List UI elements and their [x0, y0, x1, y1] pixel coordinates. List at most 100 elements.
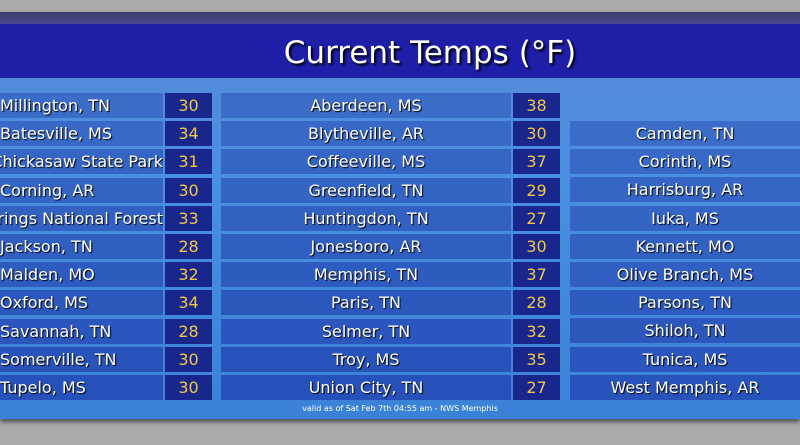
station-name: Paris, TN: [221, 290, 511, 316]
station-name-text: Camden, TN: [635, 124, 735, 143]
station-temp: 34: [165, 121, 212, 147]
station-name: Memphis, TN: [221, 262, 511, 288]
station-name: Tunica, MS: [570, 346, 800, 372]
station-name: Union City, TN: [221, 375, 511, 400]
station-temp: 27: [513, 205, 560, 231]
station-row: Somerville, TN 30: [0, 346, 212, 372]
station-name-text: Corning, AR: [0, 180, 95, 200]
station-row: Greenfield, TN 29: [221, 177, 560, 203]
station-name-text: Greenfield, TN: [308, 180, 424, 200]
station-name-text: Paris, TN: [330, 293, 401, 313]
station-row: Paris, TN 28: [221, 290, 560, 316]
station-name: Olive Branch, MS: [570, 262, 800, 287]
station-name: Huntingdon, TN: [221, 205, 511, 231]
station-name-text: Iuka, MS: [651, 208, 719, 228]
station-row: Kennett, MO: [570, 233, 800, 259]
station-name-text: Tupelo, MS: [0, 378, 86, 397]
station-name: Camden, TN: [570, 121, 800, 146]
station-row: Savannah, TN 28: [0, 318, 212, 344]
station-name: Aberdeen, MS: [221, 93, 511, 118]
station-temp: 35: [513, 346, 560, 372]
station-row: Harrisburg, AR: [570, 177, 800, 203]
station-name-text: Batesville, MS: [0, 124, 113, 144]
station-name-text: Chickasaw State Park: [0, 152, 163, 172]
page-title: Current Temps (°F): [0, 24, 800, 78]
station-row: Camden, TN: [570, 121, 800, 146]
station-name-text: Oxford, MS: [0, 293, 89, 313]
station-name-text: Troy, MS: [332, 349, 400, 369]
station-row: Blytheville, AR 30: [221, 121, 560, 147]
station-name: Troy, MS: [221, 346, 511, 372]
station-name: Jackson, TN: [0, 234, 163, 259]
station-row: Jonesboro, AR 30: [221, 234, 560, 259]
station-row: Huntingdon, TN 27: [221, 205, 560, 231]
valid-time-footer: valid as of Sat Feb 7th 04:55 am - NWS M…: [302, 404, 498, 413]
station-name-text: Union City, TN: [308, 378, 424, 397]
station-name-text: Blytheville, AR: [307, 124, 425, 144]
station-name: Iuka, MS: [570, 205, 800, 231]
station-name-text: Olive Branch, MS: [616, 265, 754, 284]
station-row: Parsons, TN: [570, 290, 800, 316]
station-name: Blytheville, AR: [221, 121, 511, 147]
station-name: Corinth, MS: [570, 149, 800, 175]
station-name-text: Holly Springs National Forest: [0, 208, 163, 228]
station-row: Corinth, MS: [570, 149, 800, 175]
station-name: Shiloh, TN: [570, 318, 800, 344]
station-row: Oxford, MS 34: [0, 290, 212, 316]
station-name: Somerville, TN: [0, 346, 163, 372]
top-bar: [0, 12, 800, 24]
station-name: Parsons, TN: [570, 290, 800, 316]
station-name-text: Aberdeen, MS: [310, 96, 422, 115]
station-name: Selmer, TN: [221, 318, 511, 344]
station-name-text: Jonesboro, AR: [310, 237, 422, 256]
station-temp: 30: [165, 177, 212, 203]
station-name-text: Somerville, TN: [0, 349, 117, 369]
station-name: Chickasaw State Park: [0, 149, 163, 175]
station-row: Shiloh, TN: [570, 318, 800, 344]
station-temp: 37: [513, 149, 560, 175]
station-name-text: Jackson, TN: [0, 237, 93, 256]
station-name-text: Savannah, TN: [0, 321, 112, 341]
station-name-text: Harrisburg, AR: [626, 180, 744, 200]
station-row: Malden, MO 32: [0, 262, 212, 288]
station-temp: 30: [513, 234, 560, 259]
station-row: Iuka, MS: [570, 205, 800, 231]
station-row: Troy, MS 35: [221, 346, 560, 372]
station-row: Olive Branch, MS: [570, 262, 800, 287]
station-name-text: Kennett, MO: [635, 236, 735, 256]
station-name-text: Memphis, TN: [313, 265, 419, 285]
station-temp: 30: [165, 93, 212, 118]
station-name: Oxford, MS: [0, 290, 163, 316]
station-name: Malden, MO: [0, 262, 163, 288]
station-name-text: Shiloh, TN: [644, 321, 726, 341]
station-name: Harrisburg, AR: [570, 177, 800, 203]
station-row: Corning, AR 30: [0, 177, 212, 203]
station-temp: 28: [165, 318, 212, 344]
station-temp: 29: [513, 177, 560, 203]
station-row: Chickasaw State Park 31: [0, 149, 212, 175]
station-name-text: Malden, MO: [0, 265, 95, 285]
station-row: Aberdeen, MS 38: [221, 93, 560, 118]
station-temp: 33: [165, 205, 212, 231]
station-name-text: Selmer, TN: [321, 321, 411, 341]
station-row: Union City, TN 27: [221, 375, 560, 400]
station-name-text: Tunica, MS: [642, 349, 728, 369]
station-temp: 30: [513, 121, 560, 147]
station-row: Batesville, MS 34: [0, 121, 212, 147]
station-temp: 34: [165, 290, 212, 316]
station-row: Coffeeville, MS 37: [221, 149, 560, 175]
station-name: Corning, AR: [0, 177, 163, 203]
station-name: Tupelo, MS: [0, 375, 163, 400]
station-name-text: Millington, TN: [0, 96, 110, 115]
station-temp: 27: [513, 375, 560, 400]
station-name: Coffeeville, MS: [221, 149, 511, 175]
station-row: Millington, TN 30: [0, 93, 212, 118]
station-name-text: West Memphis, AR: [610, 377, 760, 397]
station-temp: 30: [165, 375, 212, 400]
station-name-text: Huntingdon, TN: [303, 208, 429, 228]
station-row: Selmer, TN 32: [221, 318, 560, 344]
station-name-text: Corinth, MS: [638, 152, 732, 172]
station-temp: 28: [165, 234, 212, 259]
station-temp: 32: [513, 318, 560, 344]
